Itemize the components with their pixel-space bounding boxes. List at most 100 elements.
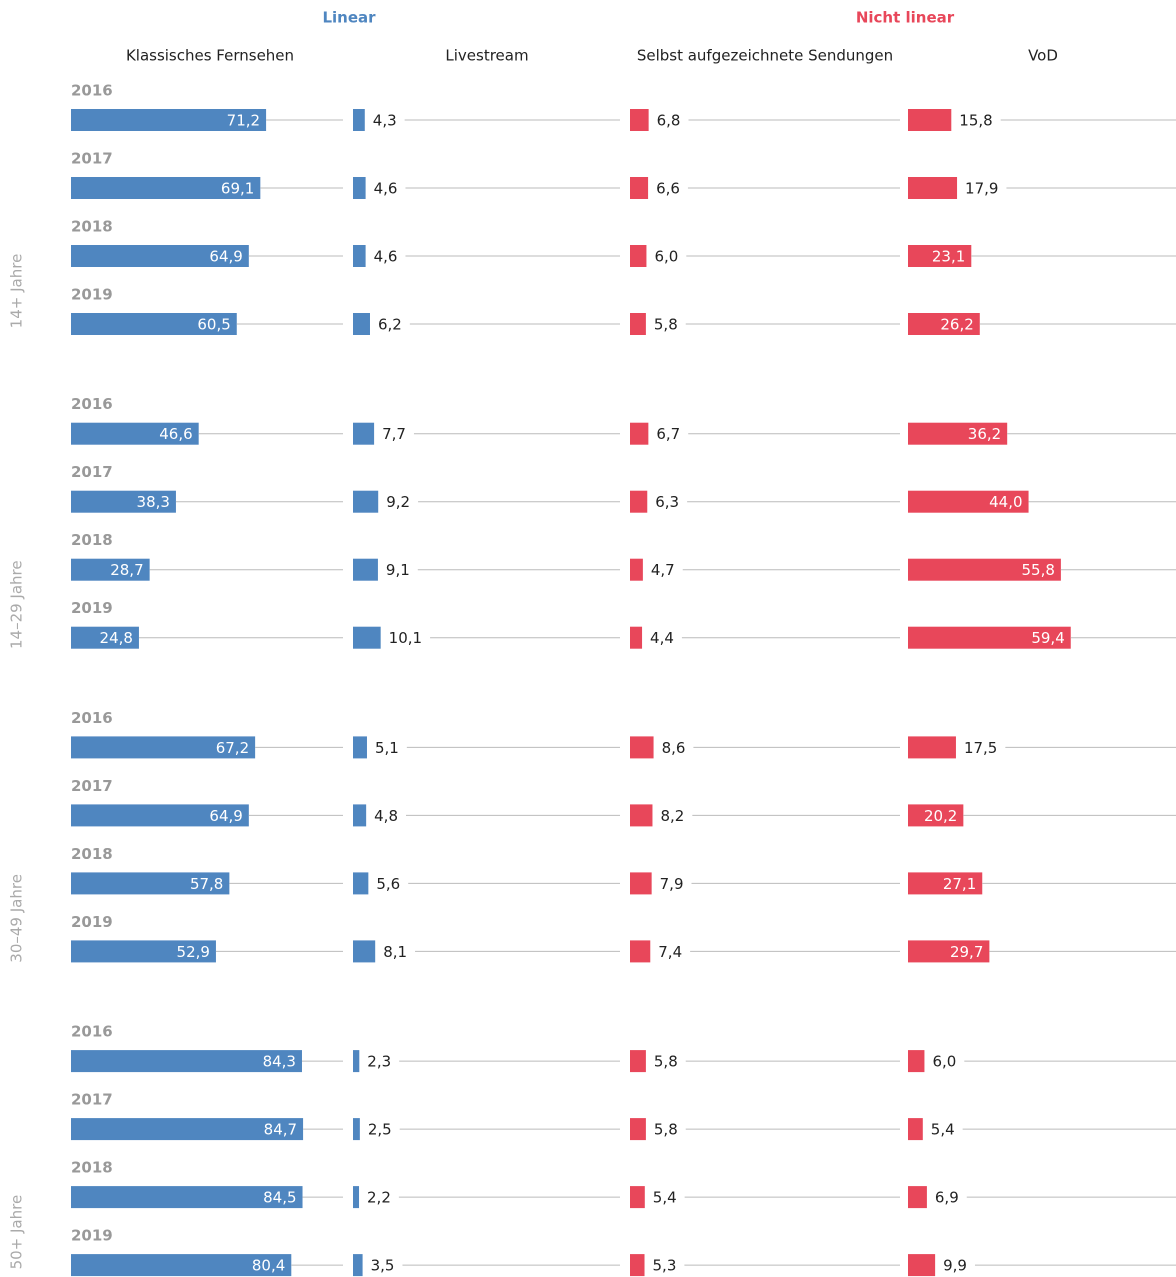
bar <box>908 1050 925 1073</box>
bar <box>630 940 651 963</box>
value-label: 5,8 <box>654 1121 678 1139</box>
year-label: 2016 <box>71 82 113 100</box>
value-label: 4,8 <box>374 807 398 825</box>
bar <box>908 1186 927 1209</box>
bar <box>630 490 648 513</box>
bar <box>353 422 375 445</box>
year-label: 2019 <box>71 913 113 931</box>
value-label: 6,6 <box>656 180 680 198</box>
value-label: 7,4 <box>658 943 682 961</box>
bar <box>353 804 367 827</box>
value-label: 5,4 <box>653 1189 677 1207</box>
value-label: 9,1 <box>386 561 410 579</box>
bar <box>71 422 199 445</box>
bar <box>71 490 176 513</box>
bar <box>908 872 983 895</box>
value-label: 8,2 <box>660 807 684 825</box>
bar <box>71 940 216 963</box>
bar <box>908 804 964 827</box>
year-label: 2019 <box>71 286 113 304</box>
value-label: 67,2 <box>216 739 249 757</box>
bar <box>71 736 256 759</box>
value-label: 5,8 <box>654 316 678 334</box>
bar <box>630 872 652 895</box>
value-label: 2,3 <box>367 1053 391 1071</box>
year-label: 2019 <box>71 1227 113 1245</box>
bar <box>908 1118 923 1141</box>
value-label: 4,4 <box>650 629 674 647</box>
bar <box>353 490 379 513</box>
bar <box>71 177 261 199</box>
value-label: 5,6 <box>376 875 400 893</box>
value-label: 5,8 <box>654 1053 678 1071</box>
year-label: 2017 <box>71 1091 113 1109</box>
year-label: 2016 <box>71 395 113 413</box>
value-label: 29,7 <box>950 943 983 961</box>
value-label: 5,4 <box>931 1121 955 1139</box>
bar <box>353 872 369 895</box>
column-header: Klassisches Fernsehen <box>126 47 294 65</box>
value-label: 3,5 <box>371 1257 395 1275</box>
group-header: Nicht linear <box>856 9 955 27</box>
bar <box>71 245 249 267</box>
value-label: 28,7 <box>110 561 143 579</box>
value-label: 84,5 <box>263 1189 296 1207</box>
bar <box>908 626 1071 649</box>
value-label: 60,5 <box>197 316 230 334</box>
bar <box>71 1254 292 1277</box>
value-label: 10,1 <box>389 629 422 647</box>
year-label: 2016 <box>71 709 113 727</box>
bar <box>71 313 237 335</box>
bar <box>353 109 365 131</box>
value-label: 57,8 <box>190 875 223 893</box>
value-label: 6,0 <box>932 1053 956 1071</box>
value-label: 46,6 <box>159 425 192 443</box>
panel-label: 30–49 Jahre <box>8 874 26 963</box>
bar <box>71 109 267 131</box>
value-label: 84,3 <box>263 1053 296 1071</box>
value-label: 4,7 <box>651 561 675 579</box>
bar <box>908 558 1061 581</box>
bar <box>353 626 381 649</box>
value-label: 4,6 <box>374 180 398 198</box>
panel-label: 14+ Jahre <box>8 254 26 329</box>
value-label: 24,8 <box>100 629 133 647</box>
bar <box>71 872 230 895</box>
value-label: 2,5 <box>368 1121 392 1139</box>
bar <box>630 1254 645 1277</box>
value-label: 6,2 <box>378 316 402 334</box>
value-label: 36,2 <box>968 425 1001 443</box>
bar <box>908 177 958 199</box>
column-header: Livestream <box>445 47 528 65</box>
value-label: 17,9 <box>965 180 998 198</box>
value-label: 9,9 <box>943 1257 967 1275</box>
value-label: 44,0 <box>989 493 1022 511</box>
bar <box>908 109 952 131</box>
column-header: VoD <box>1028 47 1058 65</box>
value-label: 55,8 <box>1021 561 1054 579</box>
year-label: 2018 <box>71 1159 113 1177</box>
bar <box>630 1050 646 1073</box>
value-label: 6,9 <box>935 1189 959 1207</box>
bar <box>353 1254 363 1277</box>
bar <box>630 1118 646 1141</box>
column-header: Selbst aufgezeichnete Sendungen <box>637 47 893 65</box>
bar <box>353 313 370 335</box>
bar <box>71 1186 303 1209</box>
value-label: 4,3 <box>373 112 397 130</box>
year-label: 2016 <box>71 1023 113 1041</box>
year-label: 2019 <box>71 599 113 617</box>
value-label: 64,9 <box>209 807 242 825</box>
bar <box>908 736 956 759</box>
group-header: Linear <box>322 9 376 27</box>
bar <box>353 736 367 759</box>
value-label: 17,5 <box>964 739 997 757</box>
value-label: 38,3 <box>137 493 170 511</box>
bar <box>908 422 1008 445</box>
bar <box>353 1050 360 1073</box>
bar <box>630 422 649 445</box>
bar <box>630 313 646 335</box>
bar <box>908 245 972 267</box>
value-label: 8,6 <box>662 739 686 757</box>
